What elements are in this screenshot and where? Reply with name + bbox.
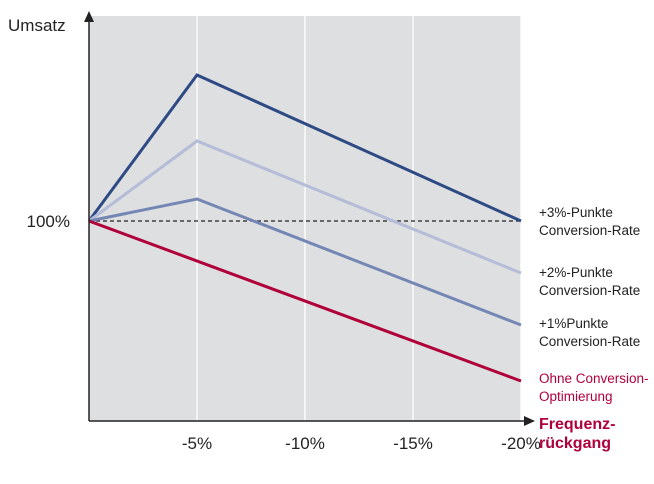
series-line-4 [88, 219, 522, 383]
series-label-1: +3%-Punkte [539, 205, 613, 220]
series-label-2: +2%-Punkte [539, 265, 613, 280]
x-axis-label: Frequenz- [539, 416, 615, 433]
series-line-3 [88, 197, 522, 327]
series-label-3: +1%Punkte [539, 316, 608, 331]
y-axis-arrow [84, 11, 94, 22]
series-label-4: Ohne Conversion- [539, 371, 649, 386]
series-line-2 [88, 139, 522, 275]
x-tick-label: -10% [285, 434, 325, 453]
labels: Umsatz 100% -5% -10% -15% -20% +3%-Punkte Conve… [8, 16, 649, 453]
x-axis-arrow [524, 416, 535, 426]
series-line-1 [87, 73, 522, 223]
x-axis-label: rückgang [539, 435, 611, 452]
series-label-3: Conversion-Rate [539, 334, 640, 349]
series-label-4: Optimierung [539, 389, 613, 404]
grid-lines [196, 16, 522, 421]
series-label-2: Conversion-Rate [539, 283, 640, 298]
series-lines [87, 73, 522, 383]
y-axis-label: Umsatz [8, 16, 66, 35]
axes [84, 11, 535, 426]
x-tick-label: -5% [182, 434, 212, 453]
x-tick-label: -20% [501, 434, 541, 453]
y-tick-label: 100% [27, 212, 70, 231]
series-label-1: Conversion-Rate [539, 223, 640, 238]
x-tick-label: -15% [393, 434, 433, 453]
